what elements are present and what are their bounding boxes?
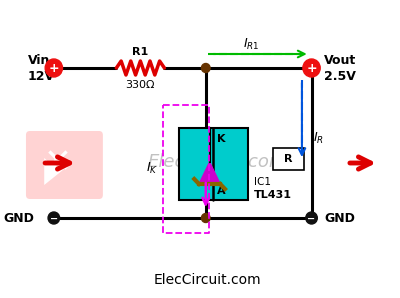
Bar — [179, 128, 248, 200]
Text: A: A — [217, 186, 226, 196]
Circle shape — [48, 212, 60, 224]
Circle shape — [202, 63, 210, 72]
Text: 330Ω: 330Ω — [126, 80, 155, 90]
Text: GND: GND — [324, 212, 355, 224]
Text: ✕: ✕ — [44, 147, 72, 179]
Text: 12V: 12V — [28, 69, 55, 83]
Text: −: − — [308, 213, 316, 224]
Bar — [273, 148, 304, 170]
Circle shape — [307, 213, 316, 223]
Text: +: + — [48, 61, 59, 74]
Text: Vin: Vin — [28, 55, 50, 68]
FancyBboxPatch shape — [26, 131, 103, 199]
Text: R1: R1 — [132, 47, 148, 57]
Text: ElecCircuit.com: ElecCircuit.com — [154, 273, 262, 287]
Polygon shape — [44, 156, 65, 185]
Text: −: − — [50, 213, 58, 224]
Text: Circuit.com: Circuit.com — [185, 153, 287, 171]
Text: $I_K$: $I_K$ — [146, 160, 158, 176]
Text: $I_{R1}$: $I_{R1}$ — [243, 36, 259, 52]
Circle shape — [202, 213, 210, 223]
Polygon shape — [199, 162, 220, 184]
Text: IC1: IC1 — [254, 177, 271, 187]
Text: GND: GND — [4, 212, 35, 224]
Text: +: + — [306, 61, 317, 74]
Text: Elec: Elec — [147, 153, 185, 171]
Circle shape — [307, 63, 316, 72]
Text: K: K — [217, 134, 225, 144]
Circle shape — [45, 59, 62, 77]
Text: $I_R$: $I_R$ — [314, 131, 324, 145]
Circle shape — [303, 59, 320, 77]
Text: Vout: Vout — [324, 55, 356, 68]
Text: TL431: TL431 — [254, 190, 292, 200]
Text: 2.5V: 2.5V — [324, 69, 356, 83]
Circle shape — [306, 212, 317, 224]
Text: R: R — [284, 154, 293, 164]
